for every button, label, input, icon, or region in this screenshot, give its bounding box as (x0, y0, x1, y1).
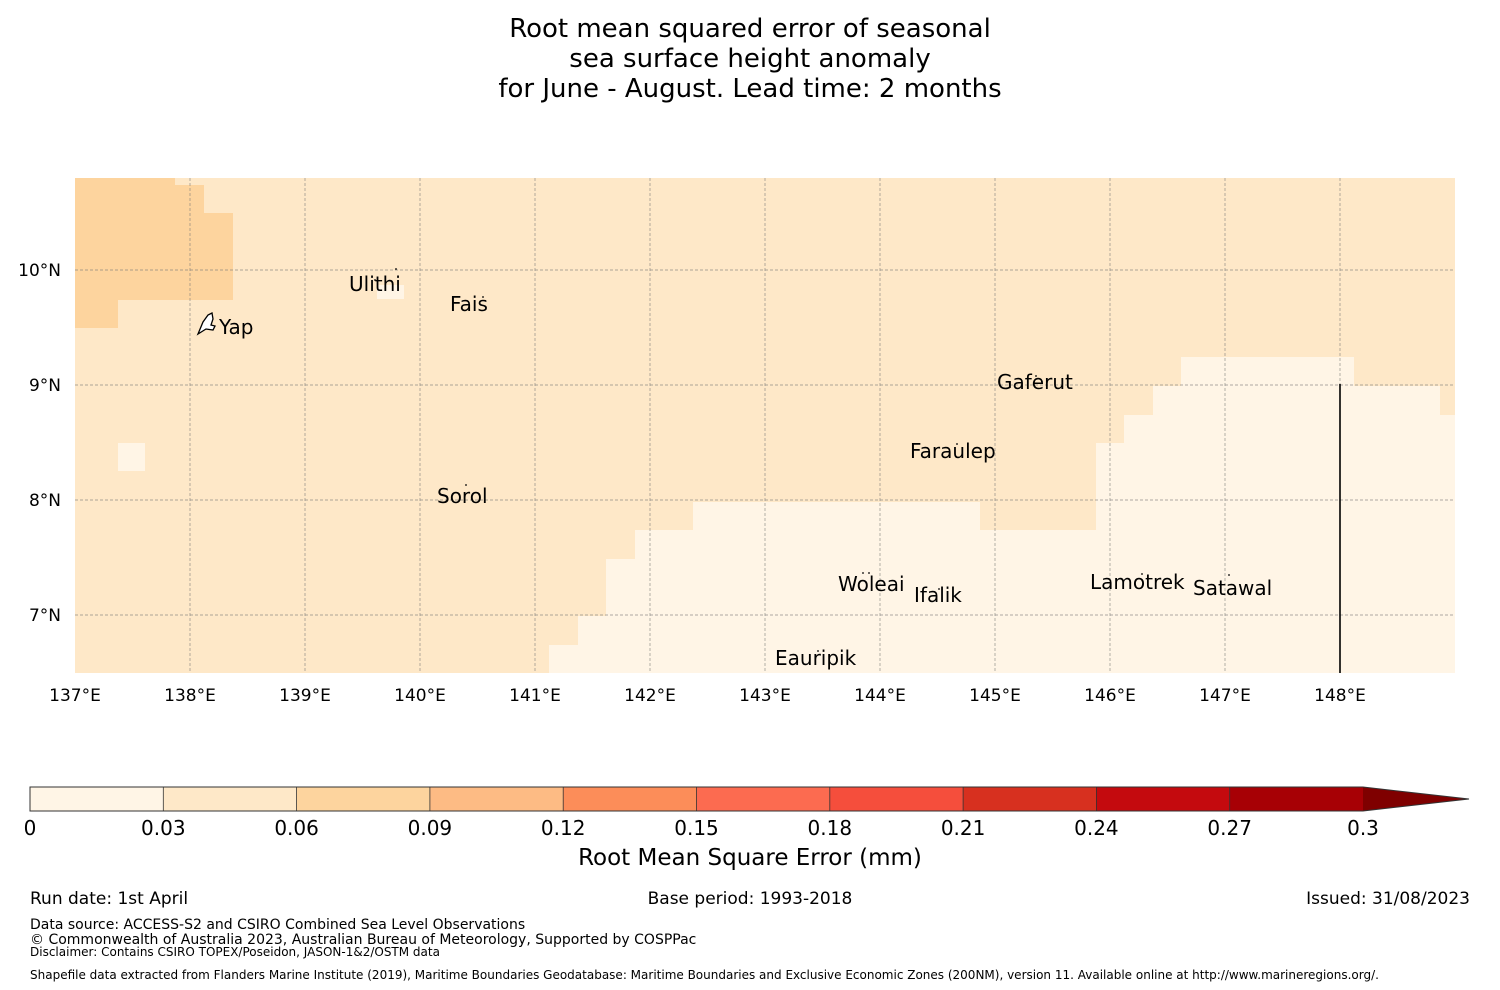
lat-label: 10°N (18, 261, 61, 281)
colorbar-tick: 0.09 (408, 816, 453, 840)
colorbar-segment (1229, 787, 1364, 811)
place-label-fais: Fais (450, 292, 488, 316)
longitude-labels: 137°E 138°E 139°E 140°E 141°E 142°E 143°E 144°E… (49, 686, 1366, 706)
colorbar-tick: 0.15 (674, 816, 719, 840)
place-label-lamotrek: Lamotrek (1090, 570, 1185, 594)
lon-label: 140°E (394, 686, 446, 706)
colorbar-segment (30, 787, 164, 811)
place-label-woleai: Woleai (838, 572, 905, 596)
colorbar-tick: 0.18 (808, 816, 853, 840)
latitude-labels: 10°N 9°N 8°N 7°N (18, 261, 61, 626)
lon-label: 143°E (739, 686, 791, 706)
place-label-faraulep: Faraulep (910, 439, 996, 463)
colorbar (29, 786, 1470, 812)
place-label-yap: Yap (218, 315, 253, 339)
title-line-3: for June - August. Lead time: 2 months (498, 74, 1002, 104)
issued-date: Issued: 31/08/2023 (1306, 889, 1470, 909)
colorbar-label: Root Mean Square Error (mm) (578, 845, 922, 871)
lon-label: 138°E (164, 686, 216, 706)
colorbar-tick: 0.03 (141, 816, 186, 840)
lon-label: 147°E (1199, 686, 1251, 706)
shapefile-credit: Shapefile data extracted from Flanders M… (30, 968, 1379, 982)
title-line-1: Root mean squared error of seasonal (509, 14, 991, 44)
colorbar-tick-labels: 0 0.03 0.06 0.09 0.12 0.15 0.18 0.21 0.24 0.27 0.3 (24, 816, 1379, 840)
lon-label: 141°E (509, 686, 561, 706)
place-label-ifalik: Ifalik (914, 583, 962, 607)
place-label-satawal: Satawal (1193, 576, 1272, 600)
colorbar-segment (829, 787, 964, 811)
colorbar-tick: 0.3 (1347, 816, 1379, 840)
colorbar-outline (29, 786, 1470, 812)
lon-label: 139°E (279, 686, 331, 706)
copyright-notice: © Commonwealth of Australia 2023, Austra… (30, 932, 697, 948)
lon-label: 142°E (624, 686, 676, 706)
field-cell-0-ulithi (377, 285, 404, 299)
colorbar-tick: 0 (24, 816, 37, 840)
yap-island-icon (196, 312, 216, 336)
colorbar-extend-arrow (1363, 787, 1469, 811)
colorbar-tick: 0.06 (274, 816, 319, 840)
place-label-sorol: Sorol (437, 484, 488, 508)
lon-label: 137°E (49, 686, 101, 706)
field-cell-0-west (118, 443, 145, 471)
colorbar-segment (963, 787, 1097, 811)
lat-label: 8°N (29, 491, 61, 511)
colorbar-tick: 0.12 (541, 816, 586, 840)
island-markers (374, 268, 1230, 652)
colorbar-segment (429, 787, 564, 811)
disclaimer: Disclaimer: Contains CSIRO TOPEX/Poseido… (30, 945, 440, 959)
lon-label: 148°E (1314, 686, 1366, 706)
colorbar-segment (163, 787, 298, 811)
colorbar-segment (563, 787, 697, 811)
lat-label: 9°N (29, 376, 61, 396)
colorbar-segment (296, 787, 431, 811)
data-source: Data source: ACCESS-S2 and CSIRO Combine… (30, 917, 526, 933)
lon-label: 144°E (854, 686, 906, 706)
place-label-eauripik: Eauripik (775, 646, 857, 670)
place-label-gaferut: Gaferut (997, 370, 1073, 394)
run-date: Run date: 1st April (30, 889, 189, 909)
place-labels: Ulithi Fais Yap Gaferut Faraulep Sorol Woleai I… (218, 272, 1272, 670)
base-period: Base period: 1993-2018 (647, 889, 853, 909)
colorbar-tick: 0.21 (941, 816, 986, 840)
place-label-ulithi: Ulithi (349, 272, 401, 296)
map-title: Root mean squared error of seasonal sea … (0, 14, 1500, 104)
title-line-2: sea surface height anomaly (569, 44, 931, 74)
field-region-0-south (549, 357, 1455, 673)
colorbar-tick: 0.24 (1074, 816, 1119, 840)
field-region-0.06 (75, 178, 233, 328)
colorbar-segment (696, 787, 831, 811)
lon-label: 145°E (969, 686, 1021, 706)
colorbar-segment (1096, 787, 1231, 811)
lon-label: 146°E (1084, 686, 1136, 706)
lat-label: 7°N (29, 606, 61, 626)
colorbar-tick: 0.27 (1207, 816, 1252, 840)
